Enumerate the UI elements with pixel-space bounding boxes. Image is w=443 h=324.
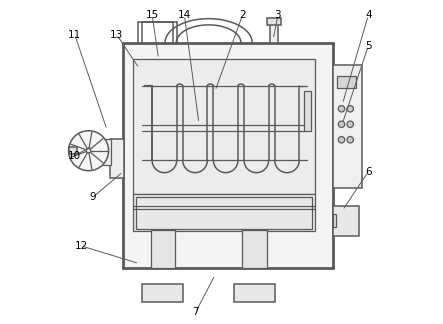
Text: 15: 15 — [145, 10, 159, 20]
Circle shape — [347, 121, 354, 127]
Bar — [136, 197, 312, 229]
Text: 11: 11 — [68, 29, 82, 40]
Bar — [304, 91, 311, 131]
Text: 6: 6 — [365, 167, 372, 177]
Bar — [242, 230, 267, 269]
Bar — [333, 205, 359, 236]
Text: 12: 12 — [74, 241, 88, 251]
Circle shape — [338, 136, 345, 143]
Bar — [234, 284, 275, 302]
Circle shape — [338, 121, 345, 127]
Text: 2: 2 — [239, 10, 246, 20]
Bar — [97, 139, 111, 165]
Text: 10: 10 — [68, 151, 81, 161]
Bar — [151, 230, 175, 269]
Circle shape — [86, 148, 91, 153]
Circle shape — [347, 136, 354, 143]
Bar — [267, 18, 281, 25]
Bar — [110, 139, 124, 178]
Text: 5: 5 — [365, 41, 372, 51]
Circle shape — [69, 131, 109, 171]
Text: 7: 7 — [192, 307, 199, 317]
Bar — [333, 65, 362, 188]
Circle shape — [338, 106, 345, 112]
Bar — [123, 43, 333, 269]
Text: 14: 14 — [178, 10, 191, 20]
Text: 9: 9 — [89, 192, 96, 202]
Bar — [133, 194, 315, 231]
Bar — [143, 284, 183, 302]
Bar — [270, 24, 278, 43]
Circle shape — [347, 106, 354, 112]
Text: 3: 3 — [275, 10, 281, 20]
Bar — [337, 75, 356, 88]
Bar — [69, 147, 77, 154]
Text: 4: 4 — [365, 10, 372, 20]
Text: 13: 13 — [110, 29, 123, 40]
Bar — [333, 214, 336, 226]
Bar — [133, 59, 315, 194]
